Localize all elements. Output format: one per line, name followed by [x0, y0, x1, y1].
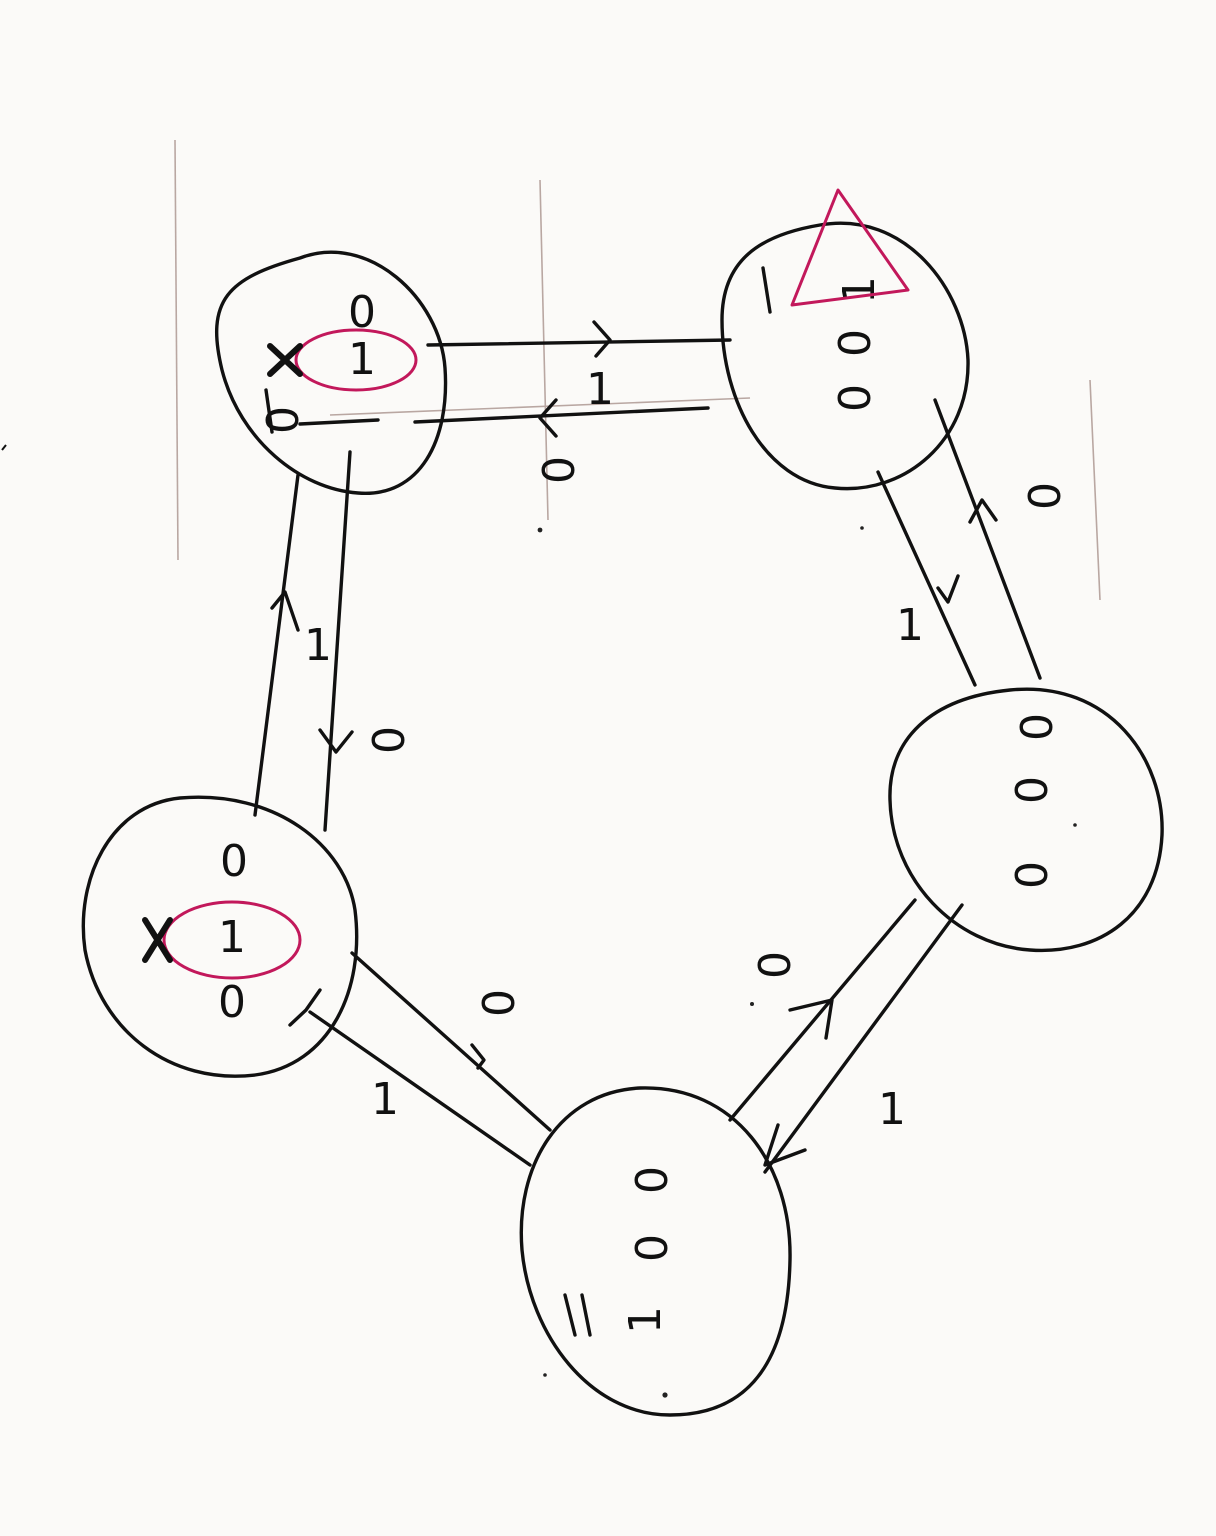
state-s2-cell-2: 0 — [830, 384, 881, 412]
state-s5-circle — [81, 795, 359, 1078]
transition-s5-s1: 1 — [253, 473, 332, 817]
transition-s5-s4-label: 0 — [474, 989, 525, 1017]
state-s4-circle — [519, 1086, 792, 1417]
transition-s3-s2-label: 0 — [1020, 482, 1071, 510]
transition-s1-s5-label: 0 — [364, 726, 415, 754]
state-s2-cell-1: 0 — [830, 329, 881, 357]
state-s4-cell-0: 0 — [627, 1166, 678, 1194]
state-s2-triangle-mark — [790, 188, 910, 307]
state-s5-cross-mark — [142, 917, 173, 963]
state-s2: 1 0 0 — [720, 188, 970, 491]
state-s4-cell-1: 0 — [627, 1234, 678, 1262]
transition-s2-s1-label: 0 — [534, 456, 585, 484]
state-s5: 0 1 0 — [81, 795, 359, 1078]
transition-s4-s5: 1 — [288, 988, 532, 1167]
margin-mark — [1, 444, 7, 451]
state-s3: 0 0 0 — [888, 687, 1164, 953]
transition-s4-s3-label: 0 — [750, 951, 801, 979]
state-s5-cell-1: 1 — [218, 912, 246, 963]
transition-s1-s2: 1 — [426, 320, 732, 415]
state-s4-tick-1 — [563, 1293, 577, 1337]
state-s4: 0 0 1 — [519, 1086, 792, 1417]
state-s1: 0 1 0 — [214, 250, 448, 495]
state-s3-circle — [888, 687, 1164, 953]
transition-s1-s5: 0 — [318, 450, 415, 832]
transition-s2-s1: 0 — [298, 398, 710, 484]
state-s2-circle — [720, 221, 970, 491]
state-s5-cell-2: 0 — [218, 977, 246, 1028]
state-s1-cross-mark — [267, 343, 303, 377]
transition-s2-s3: 1 — [876, 470, 977, 687]
state-s4-tick-2 — [580, 1293, 592, 1337]
state-s1-cell-1: 1 — [348, 334, 376, 385]
transition-s5-s1-label: 1 — [304, 620, 332, 671]
state-s5-cell-0: 0 — [220, 836, 248, 887]
transition-s4-s5-label: 1 — [371, 1074, 399, 1125]
transition-s4-s3: 0 — [728, 898, 917, 1122]
state-s4-cell-2: 1 — [620, 1306, 671, 1334]
state-s3-cell-0: 0 — [1012, 713, 1063, 741]
state-s3-cell-2: 0 — [1007, 861, 1058, 889]
state-s1-cell-2: 0 — [258, 406, 309, 434]
state-s3-cell-1: 0 — [1007, 776, 1058, 804]
transition-s5-s4: 0 — [350, 951, 552, 1132]
state-s1-circle — [214, 250, 448, 495]
state-s5-highlight-ring — [162, 900, 302, 980]
transition-s1-s2-label: 1 — [586, 364, 614, 415]
state-s2-tick — [761, 266, 772, 314]
transition-s2-s3-label: 1 — [896, 600, 924, 651]
transition-s3-s2: 0 — [933, 398, 1071, 680]
state-s1-highlight-ring — [294, 328, 418, 392]
transition-s3-s4-label: 1 — [878, 1084, 906, 1135]
transition-s3-s4: 1 — [763, 903, 964, 1174]
state-s1-start-tick — [264, 388, 274, 434]
